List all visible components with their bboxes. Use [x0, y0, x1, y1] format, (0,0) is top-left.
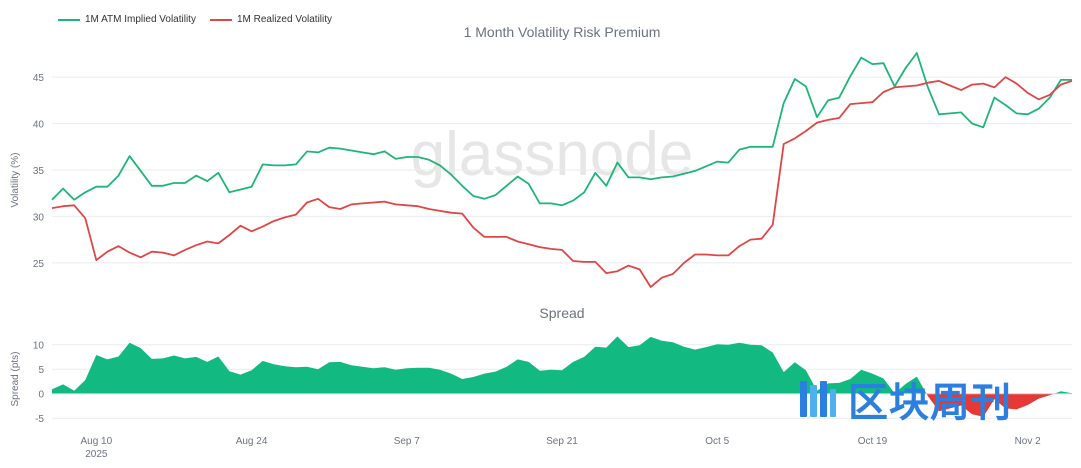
x-tick-label: Oct 5 [705, 436, 729, 447]
y-tick-label: 45 [33, 73, 45, 84]
spread-y-axis-label: Spread (pts) [10, 351, 21, 406]
legend-label-realized: 1M Realized Volatility [236, 14, 333, 25]
blockweekly-logo-text: 区块周刊 [848, 380, 1012, 426]
blockweekly-logo: 区块周刊 [796, 370, 1012, 428]
legend-item-implied[interactable]: 1M ATM Implied Volatility [58, 14, 196, 25]
legend-label-implied: 1M ATM Implied Volatility [85, 14, 196, 25]
implied-volatility-line [51, 52, 1072, 207]
legend: 1M ATM Implied Volatility 1M Realized Vo… [58, 14, 332, 25]
spread-y-tick-label: 0 [38, 390, 44, 401]
x-tick-label: Oct 19 [858, 436, 888, 447]
spread-chart: -5 0 5 10 Spread Spread (pts) [10, 305, 1072, 425]
implied-vs-realized-chart: 25 30 35 40 45 1 Month Volatility Risk Premiu… [10, 24, 1073, 288]
spread-title: Spread [539, 305, 584, 321]
spread-negative-area [52, 393, 1072, 417]
legend-swatch-implied [58, 18, 80, 21]
glassnode-watermark: glassnode [411, 120, 694, 189]
x-axis: Aug 10 2025 Aug 24 Sep 7 Sep 21 Oct 5 Oct 19 No… [80, 436, 1041, 460]
y-tick-label: 35 [33, 166, 45, 177]
x-tick-label: Nov 2 [1015, 436, 1042, 447]
spread-y-tick-label: 5 [38, 365, 44, 376]
x-tick-label: Aug 24 [236, 436, 268, 447]
chart-title: 1 Month Volatility Risk Premium [464, 24, 661, 40]
spread-y-tick-label: 10 [33, 341, 45, 352]
y-tick-label: 30 [33, 212, 45, 223]
y-tick-label: 40 [33, 120, 45, 131]
y-axis-label: Volatility (%) [10, 152, 21, 207]
x-tick-label: Sep 21 [546, 436, 578, 447]
realized-volatility-line [51, 76, 1073, 288]
x-tick-sublabel: 2025 [85, 449, 108, 460]
blockweekly-logo-icon [800, 381, 836, 417]
x-tick-label: Sep 7 [394, 436, 421, 447]
legend-swatch-realized [209, 18, 232, 21]
x-tick-label: Aug 10 [80, 436, 112, 447]
y-tick-label: 25 [33, 259, 45, 270]
spread-y-tick-label: -5 [35, 414, 44, 425]
spread-positive-area [52, 336, 1072, 394]
legend-item-realized[interactable]: 1M Realized Volatility [209, 14, 333, 25]
